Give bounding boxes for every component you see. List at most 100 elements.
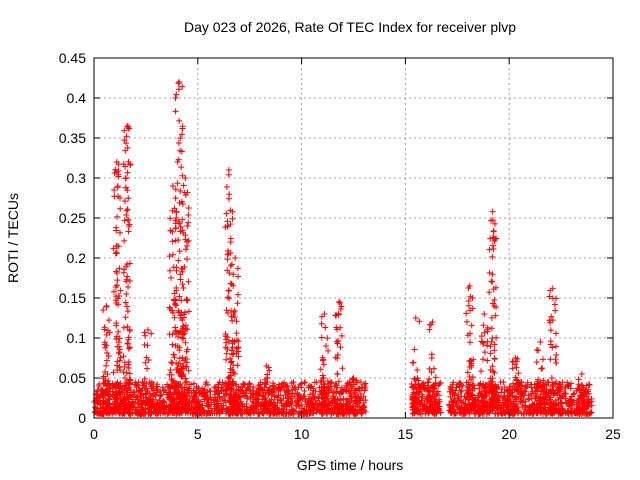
- data-point: [111, 186, 118, 193]
- data-point: [169, 341, 176, 348]
- data-point: [549, 344, 556, 351]
- data-point: [344, 397, 351, 404]
- data-point: [480, 322, 487, 329]
- data-point: [104, 401, 111, 408]
- data-point: [416, 394, 423, 401]
- data-point: [521, 410, 528, 417]
- data-point: [491, 355, 498, 362]
- data-point: [176, 79, 183, 85]
- data-point: [228, 347, 235, 354]
- data-point: [350, 375, 357, 381]
- data-point: [583, 409, 590, 416]
- data-point: [457, 380, 464, 387]
- data-point: [480, 406, 487, 413]
- data-point: [484, 328, 491, 335]
- data-point: [179, 281, 186, 288]
- data-point: [237, 393, 244, 400]
- data-point: [287, 399, 294, 406]
- data-point: [177, 276, 184, 283]
- data-point: [356, 387, 363, 394]
- data-point: [428, 369, 435, 376]
- data-point: [426, 365, 433, 372]
- data-point: [325, 398, 332, 405]
- data-point: [478, 368, 485, 375]
- data-point: [173, 360, 180, 367]
- data-point: [166, 253, 173, 260]
- data-point: [324, 378, 331, 385]
- data-point: [500, 379, 507, 386]
- data-point: [109, 388, 116, 395]
- y-tick-label: 0: [78, 410, 86, 426]
- data-point: [489, 363, 496, 370]
- data-point: [143, 380, 150, 387]
- data-point: [422, 385, 429, 392]
- data-point: [246, 380, 253, 387]
- data-point: [492, 235, 499, 242]
- data-point: [540, 377, 547, 384]
- x-tick-label: 10: [294, 426, 310, 442]
- data-point: [557, 410, 564, 417]
- data-point: [233, 330, 240, 337]
- data-point: [226, 270, 233, 277]
- data-point: [184, 223, 191, 230]
- data-point: [102, 405, 109, 412]
- data-point: [492, 312, 499, 319]
- data-point: [488, 278, 495, 285]
- data-point: [467, 358, 474, 365]
- data-point: [112, 384, 119, 391]
- data-point: [573, 399, 580, 406]
- data-point: [486, 289, 493, 296]
- data-point: [517, 391, 524, 398]
- data-point: [410, 403, 417, 410]
- data-point: [566, 396, 573, 403]
- data-point: [469, 294, 476, 301]
- data-point: [446, 407, 453, 414]
- data-point: [512, 406, 519, 413]
- data-point: [123, 140, 130, 147]
- data-point: [500, 394, 507, 401]
- data-point: [224, 346, 231, 353]
- data-point: [568, 393, 575, 400]
- data-point: [547, 389, 554, 396]
- data-point: [533, 359, 540, 366]
- data-point: [183, 402, 190, 409]
- data-point: [457, 381, 464, 388]
- data-point: [124, 206, 131, 213]
- data-point: [343, 382, 350, 389]
- data-point: [265, 400, 272, 407]
- data-point: [321, 311, 328, 317]
- data-point: [180, 314, 187, 321]
- data-point: [424, 379, 431, 386]
- data-point: [152, 396, 159, 403]
- data-point: [103, 350, 110, 357]
- data-point: [324, 335, 331, 342]
- data-point: [416, 318, 423, 325]
- data-point: [168, 274, 175, 281]
- data-point: [415, 398, 422, 405]
- data-point: [127, 392, 134, 399]
- data-point: [234, 265, 241, 272]
- data-point: [451, 406, 458, 413]
- data-point: [503, 404, 510, 411]
- data-point: [227, 262, 234, 269]
- data-point: [270, 386, 277, 393]
- data-point: [232, 406, 239, 413]
- data-point: [144, 405, 151, 412]
- data-point: [134, 396, 141, 403]
- data-point: [549, 285, 556, 292]
- data-point: [530, 410, 537, 417]
- data-point: [160, 399, 167, 406]
- data-point: [553, 351, 560, 358]
- data-point: [204, 403, 211, 410]
- data-point: [174, 180, 181, 187]
- data-point: [481, 349, 488, 356]
- data-point: [196, 401, 203, 408]
- data-point: [415, 406, 422, 413]
- data-point: [120, 324, 127, 331]
- data-point: [167, 367, 174, 374]
- data-point: [179, 268, 186, 275]
- data-point: [581, 399, 588, 406]
- data-point: [487, 375, 494, 382]
- data-point: [488, 325, 495, 332]
- data-point: [103, 357, 110, 364]
